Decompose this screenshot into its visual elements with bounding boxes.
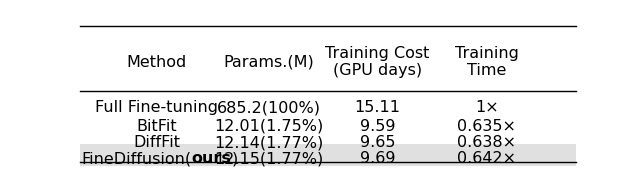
Text: 12.15(1.77%): 12.15(1.77%) [214,152,323,166]
Text: 12.14(1.77%): 12.14(1.77%) [214,135,323,150]
Text: 1×: 1× [475,100,499,115]
Text: Method: Method [127,55,187,70]
Text: 12.01(1.75%): 12.01(1.75%) [214,119,323,134]
Text: Params.(M): Params.(M) [223,55,314,70]
Text: 0.638×: 0.638× [457,135,516,150]
Text: DiffFit: DiffFit [133,135,180,150]
Text: 15.11: 15.11 [355,100,401,115]
Text: BitFit: BitFit [136,119,177,134]
Text: Training
Time: Training Time [455,46,518,78]
Text: Training Cost
(GPU days): Training Cost (GPU days) [325,46,430,78]
Text: 0.642×: 0.642× [457,152,516,166]
Text: 9.65: 9.65 [360,135,396,150]
Text: 9.69: 9.69 [360,152,396,166]
Text: ours: ours [191,152,231,166]
Text: ): ) [231,152,237,166]
Text: Full Fine-tuning: Full Fine-tuning [95,100,218,115]
Text: 9.59: 9.59 [360,119,396,134]
Text: FineDiffusion(: FineDiffusion( [81,152,191,166]
FancyBboxPatch shape [80,144,576,166]
Text: 685.2(100%): 685.2(100%) [216,100,321,115]
Text: 0.635×: 0.635× [458,119,516,134]
